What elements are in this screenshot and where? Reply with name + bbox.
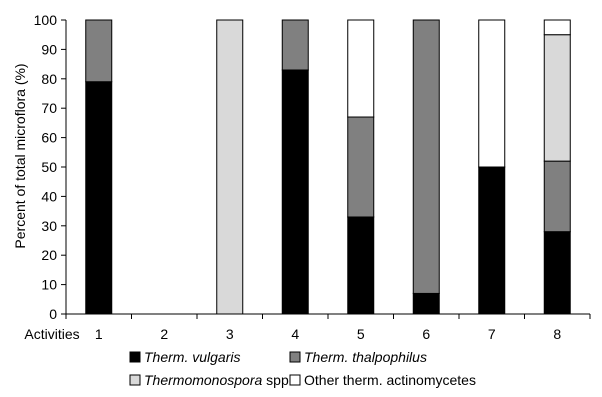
legend-label: Therm. vulgaris [144,349,240,365]
bar-segment [543,160,571,233]
legend-label: Therm. thalpophilus [304,349,427,365]
y-tick-label: 80 [41,71,57,87]
legend-swatch [289,374,301,386]
bar-segment [347,116,375,218]
bar-segment [347,216,375,315]
y-axis-label: Percent of total microflora (%) [12,63,28,248]
x-tick-label: 1 [95,326,103,342]
bar-segment [412,19,440,294]
x-axis-label: Activities [24,326,79,342]
bar-segment [85,19,113,83]
y-tick-label: 20 [41,247,57,263]
legend-swatch [289,351,301,363]
x-tick-label: 3 [226,326,234,342]
legend-label: Other therm. actinomycetes [304,372,476,388]
y-tick-label: 100 [34,12,58,28]
x-tick-label: 8 [553,326,561,342]
x-tick-label: 2 [160,326,168,342]
bar-segment [543,231,571,315]
bar-segment [216,19,244,315]
bar-segment [347,19,375,118]
y-tick-label: 50 [41,159,57,175]
y-tick-label: 0 [49,306,57,322]
legend-label: Thermomonospora spp. [144,372,293,388]
x-tick-label: 7 [488,326,496,342]
bar-segment [478,166,506,315]
x-tick-label: 4 [291,326,299,342]
bar-segment [412,292,440,315]
y-tick-label: 10 [41,277,57,293]
bar-segment [478,19,506,168]
bar-segment [543,19,571,36]
plot-area: 0 10 20 30 40 50 60 70 80 90 100 1 2 3 4 5 6 7 8 [34,12,591,342]
legend-swatch [129,351,141,363]
legend-swatch [129,374,141,386]
bar-segment [281,19,309,71]
bar-segment [543,34,571,162]
y-tick-label: 70 [41,100,57,116]
legend: Therm. vulgaris Therm. thalpophilus Thermo… [129,349,476,388]
y-tick-label: 30 [41,218,57,234]
x-tick-label: 6 [422,326,430,342]
y-tick-label: 60 [41,130,57,146]
y-tick-label: 90 [41,41,57,57]
bar-segment [85,81,113,315]
bar-segment [281,69,309,315]
x-tick-label: 5 [357,326,365,342]
y-tick-label: 40 [41,188,57,204]
